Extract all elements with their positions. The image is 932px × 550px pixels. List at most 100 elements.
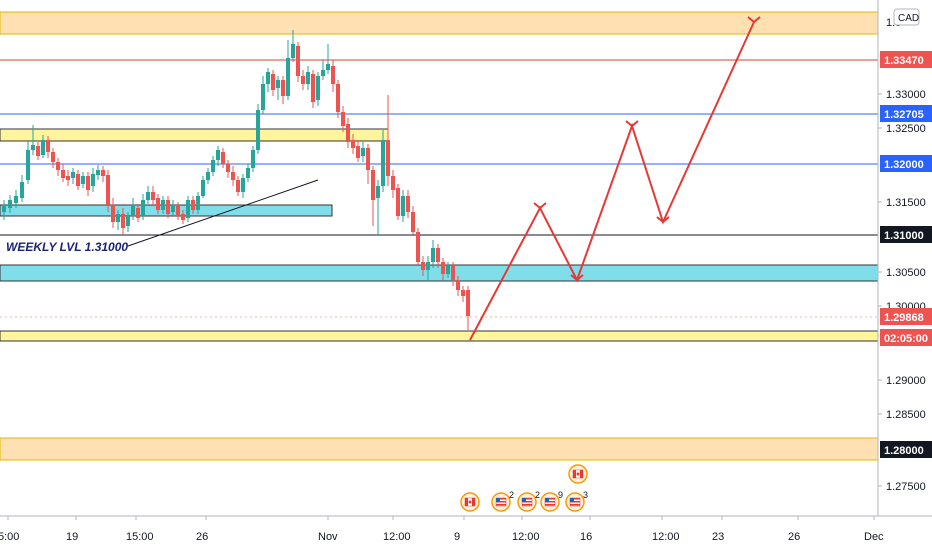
bullish-candle: [431, 240, 435, 268]
candle-body: [441, 262, 445, 274]
candle-body: [2, 205, 6, 212]
flag-stripe: [570, 504, 580, 506]
bearish-candle: [36, 142, 40, 160]
bullish-candle: [246, 164, 250, 182]
flag-stripe: [522, 498, 532, 500]
usa-event-icon[interactable]: 2: [491, 490, 514, 512]
candle-body: [326, 64, 330, 70]
price-tag-label: 1.32000: [884, 159, 924, 171]
bearish-candle: [231, 166, 235, 186]
bullish-candle: [2, 200, 6, 220]
flag-stripe: [496, 501, 506, 503]
currency-badge[interactable]: CAD: [893, 8, 920, 26]
bullish-candle: [41, 135, 45, 158]
candle-body: [321, 70, 325, 76]
bearish-candle: [296, 42, 300, 82]
flag-stripe: [570, 501, 580, 503]
candle-body: [246, 168, 250, 178]
maple-leaf: [576, 472, 580, 476]
candle-body: [426, 262, 430, 270]
bearish-candle: [221, 148, 225, 168]
price-tick-label: 1.30500: [886, 267, 926, 279]
bearish-candle: [331, 60, 335, 92]
bearish-candle: [341, 106, 345, 132]
bearish-candle: [346, 118, 350, 148]
maple-leaf: [468, 500, 472, 504]
candle-body: [186, 200, 190, 218]
candle-body: [121, 214, 125, 228]
candle-body: [356, 146, 360, 158]
bottom-support-zone: [0, 437, 879, 461]
bullish-candle: [376, 180, 380, 236]
bullish-candle: [126, 212, 130, 232]
flag-stripe: [570, 498, 580, 500]
candle-body: [466, 290, 470, 316]
flag-stripe: [580, 470, 583, 478]
candle-body: [61, 170, 65, 178]
candle-body: [241, 178, 245, 192]
bearish-candle: [271, 70, 275, 96]
bearish-candle: [366, 144, 370, 184]
bearish-candle: [311, 70, 315, 108]
candle-body: [286, 58, 290, 96]
price-tag-box: [880, 226, 932, 243]
flag-canton: [545, 498, 549, 502]
bullish-candle: [71, 168, 75, 184]
usa-event-icon[interactable]: 2: [517, 490, 540, 512]
price-scale[interactable]: [878, 0, 932, 550]
bullish-candle: [201, 176, 205, 198]
candle-body: [196, 196, 200, 210]
bearish-candle: [396, 184, 400, 220]
event-count-label: 2: [535, 490, 540, 500]
candle-body: [14, 196, 18, 203]
bearish-candle: [236, 176, 240, 196]
candle-body: [106, 175, 110, 205]
bearish-candle: [156, 194, 160, 214]
bullish-candle: [361, 142, 365, 162]
price-tag-red: 02:05:00: [880, 329, 932, 346]
bearish-candle: [66, 170, 70, 186]
candle-body: [26, 150, 30, 180]
candle-body: [141, 200, 145, 216]
candle-body: [96, 170, 100, 175]
bearish-candle: [121, 208, 125, 236]
candle-body: [381, 140, 385, 186]
candle-body: [91, 174, 95, 186]
flag-stripe: [545, 498, 555, 500]
bearish-candle: [301, 70, 305, 90]
candle-body: [31, 145, 35, 150]
usa-event-icon[interactable]: 3: [565, 490, 588, 512]
usa-event-icon[interactable]: 9: [540, 490, 563, 512]
candle-body: [396, 188, 400, 216]
flag-stripe: [545, 501, 555, 503]
bullish-candle: [326, 44, 330, 74]
candle-body: [76, 174, 80, 186]
candle-body: [346, 124, 350, 142]
bullish-candle: [276, 76, 280, 100]
time-axis[interactable]: [0, 517, 932, 550]
canada-event-icon[interactable]: [460, 492, 480, 512]
bearish-candle: [336, 80, 340, 118]
bullish-candle: [241, 174, 245, 198]
candle-body: [276, 80, 280, 88]
bullish-candle: [8, 195, 12, 213]
bearish-candle: [451, 262, 455, 286]
time-tick-label: 12:00: [383, 531, 411, 543]
candle-body: [331, 66, 335, 84]
price-tag-box: [880, 51, 932, 68]
canada-event-icon[interactable]: [568, 464, 588, 484]
bullish-candle: [131, 198, 135, 220]
flag-stripe: [465, 498, 468, 506]
bearish-candle: [166, 196, 170, 218]
bearish-candle: [281, 76, 285, 104]
bearish-candle: [101, 166, 105, 182]
price-tick-label: 1.29000: [886, 375, 926, 387]
candle-body: [46, 140, 50, 152]
candle-body: [126, 216, 130, 226]
candle-body: [301, 76, 305, 84]
bullish-candle: [171, 200, 175, 216]
event-count-label: 2: [509, 490, 514, 500]
bullish-candle: [116, 210, 120, 230]
candle-body: [391, 176, 395, 190]
